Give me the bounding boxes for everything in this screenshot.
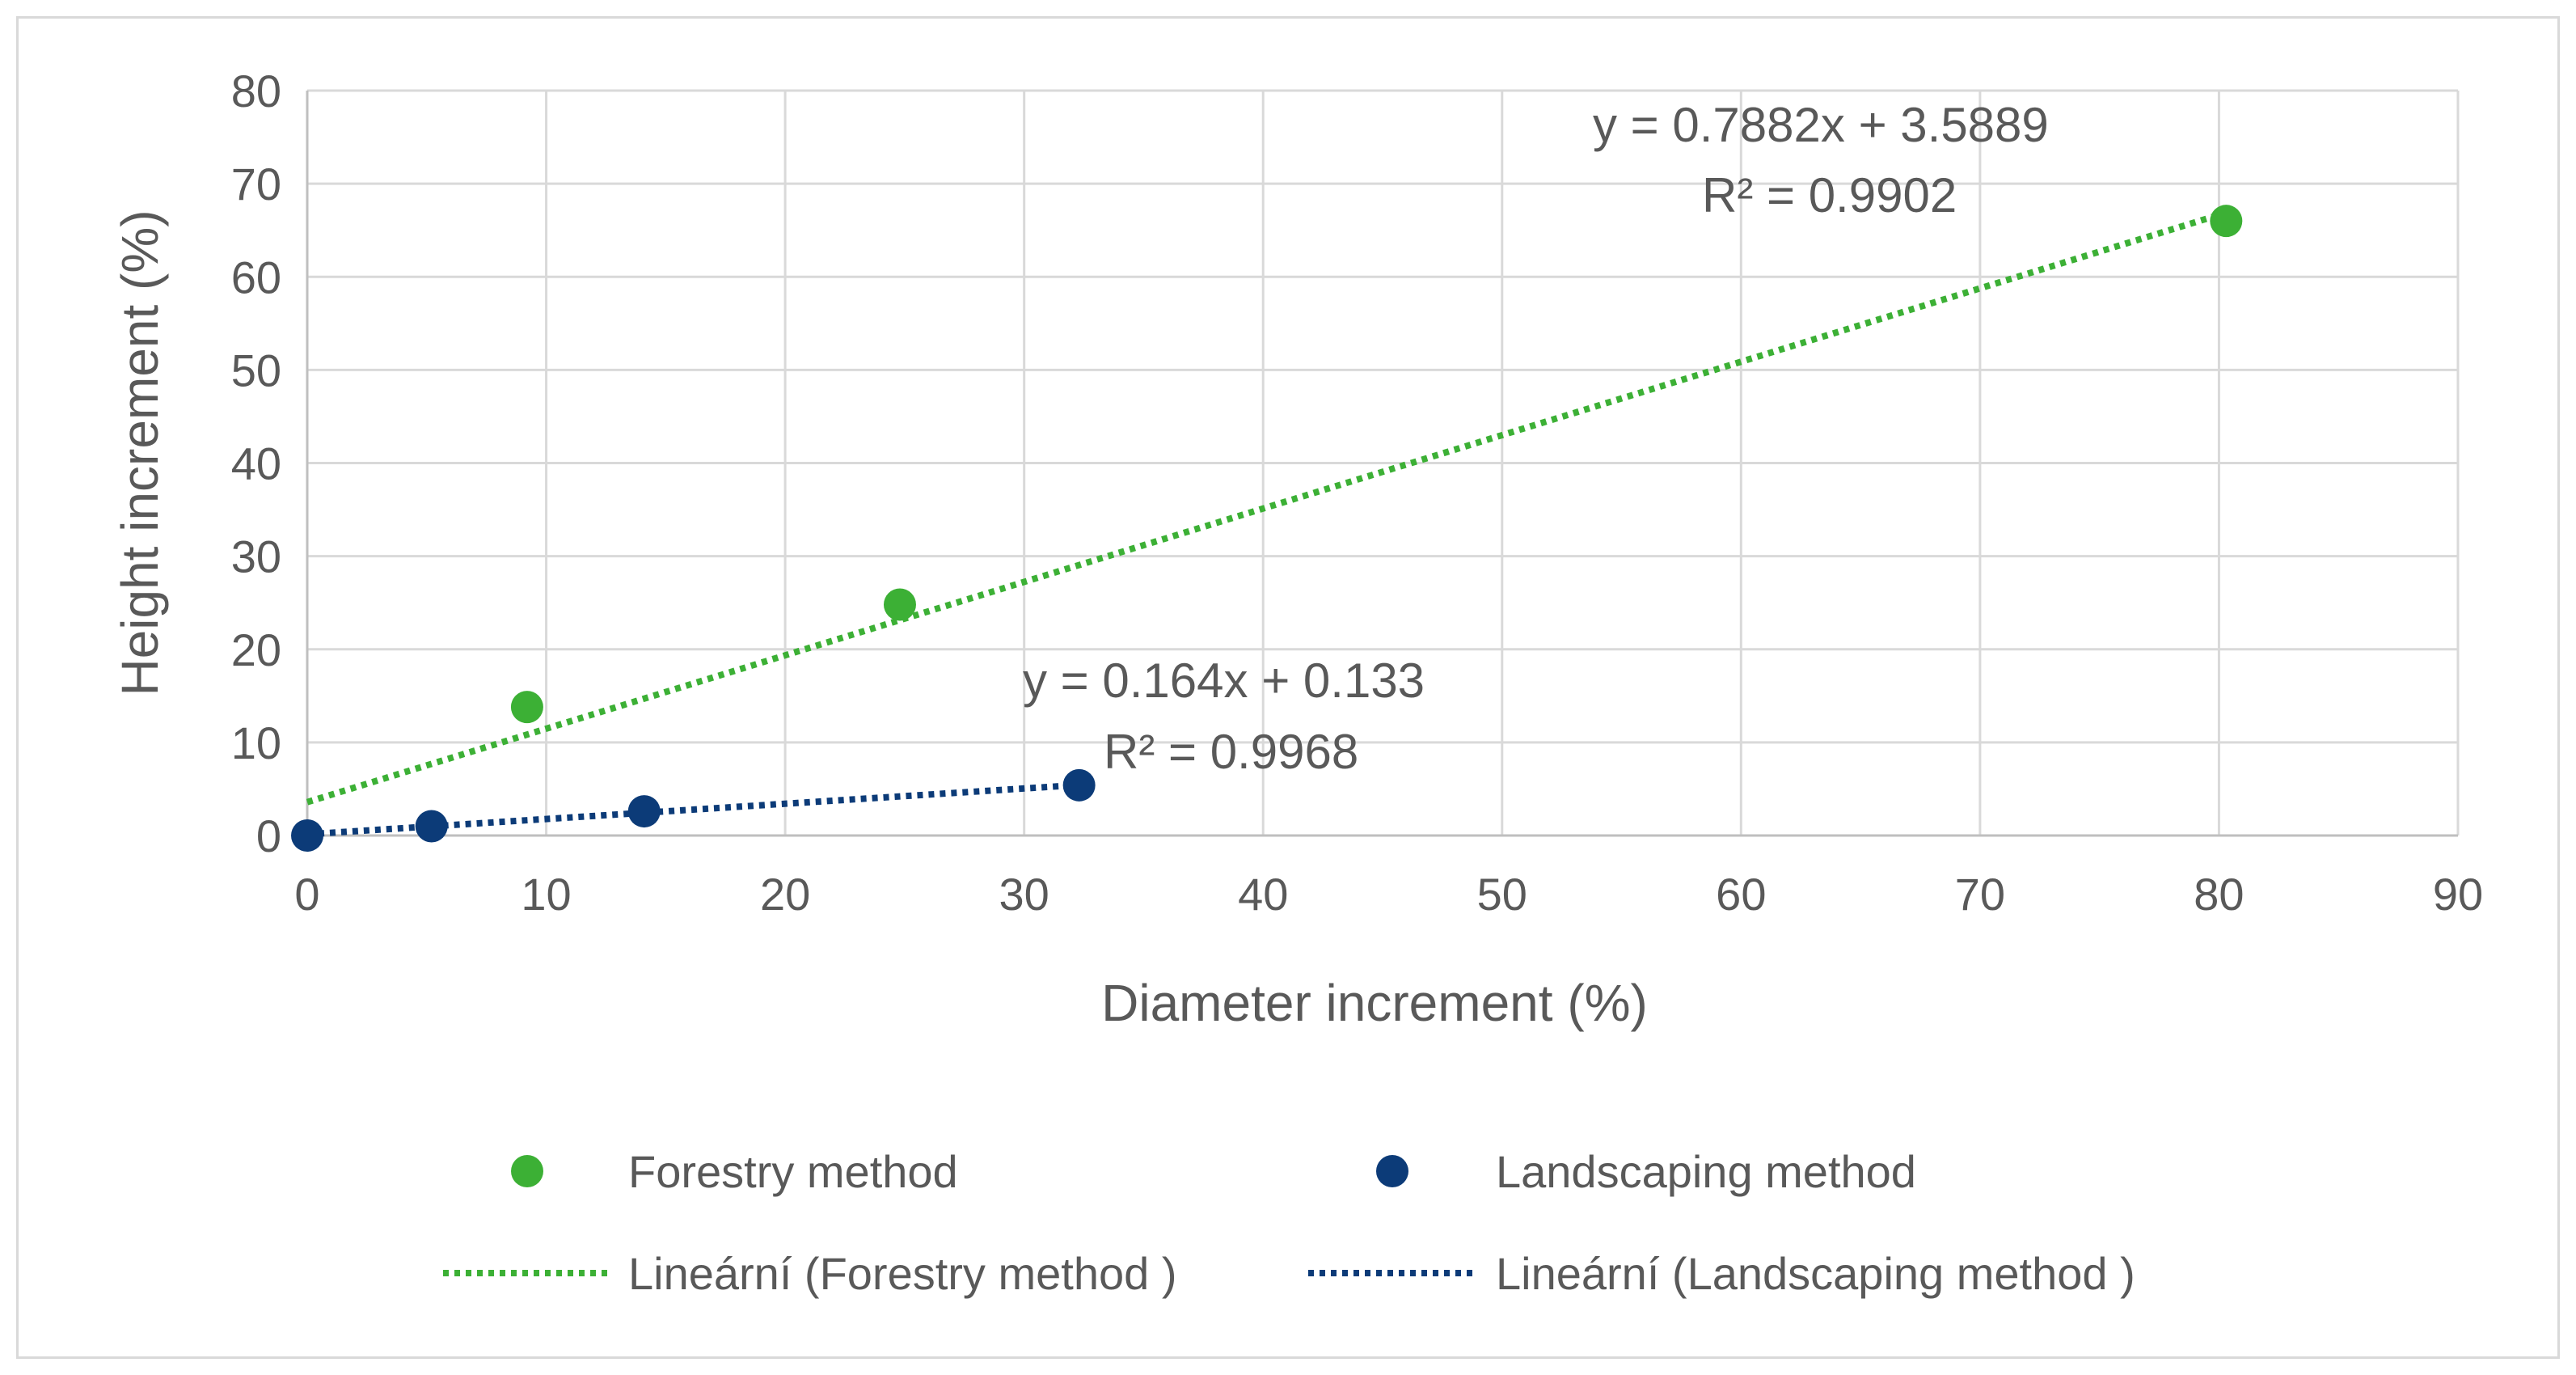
legend-item-forestry: Forestry method bbox=[511, 1146, 958, 1197]
axes bbox=[306, 91, 2458, 837]
x-tick-label: 20 bbox=[760, 869, 810, 920]
legend-item-landscaping-trend: Lineární (Landscaping method ) bbox=[1308, 1248, 2135, 1299]
legend-label-forestry-trend: Lineární (Forestry method ) bbox=[628, 1248, 1176, 1299]
legend: Forestry method Landscaping method Lineá… bbox=[443, 1146, 2135, 1299]
x-tick-label: 90 bbox=[2433, 869, 2483, 920]
x-axis-title: Diameter increment (%) bbox=[1101, 974, 1648, 1032]
x-tick-label: 60 bbox=[1716, 869, 1766, 920]
x-tick-label: 30 bbox=[999, 869, 1049, 920]
forestry-r-squared: R² = 0.9902 bbox=[1702, 168, 1957, 222]
forestry-point bbox=[883, 588, 916, 621]
grid bbox=[307, 89, 2460, 836]
landscaping-point bbox=[291, 819, 323, 852]
landscaping-point bbox=[1062, 768, 1096, 802]
landscaping-r-squared: R² = 0.9968 bbox=[1104, 725, 1358, 779]
forestry-equation: y = 0.7882x + 3.5889 bbox=[1593, 98, 2049, 152]
x-tick-label: 50 bbox=[1477, 869, 1527, 920]
x-tick-label: 10 bbox=[521, 869, 571, 920]
legend-marker-landscaping bbox=[1376, 1155, 1408, 1187]
landscaping-equation: y = 0.164x + 0.133 bbox=[1023, 654, 1425, 708]
y-tick-label: 80 bbox=[231, 66, 281, 116]
legend-label-landscaping: Landscaping method bbox=[1496, 1146, 1916, 1197]
y-tick-label: 30 bbox=[231, 531, 281, 582]
y-tick-label: 40 bbox=[231, 438, 281, 489]
data-points bbox=[291, 205, 2243, 852]
y-tick-label: 20 bbox=[231, 624, 281, 675]
landscaping-point bbox=[415, 810, 448, 843]
trendline-forestry bbox=[306, 209, 2228, 806]
y-tick-label: 10 bbox=[231, 717, 281, 768]
legend-item-landscaping: Landscaping method bbox=[1376, 1146, 1916, 1197]
y-tick-label: 50 bbox=[231, 345, 281, 396]
legend-marker-forestry bbox=[511, 1155, 543, 1187]
legend-label-forestry: Forestry method bbox=[628, 1146, 958, 1197]
x-tick-label: 70 bbox=[1955, 869, 2005, 920]
y-tick-label: 70 bbox=[231, 159, 281, 209]
forestry-point bbox=[2210, 205, 2243, 238]
x-tick-label: 40 bbox=[1238, 869, 1288, 920]
x-tick-label: 0 bbox=[294, 869, 319, 920]
forestry-point bbox=[510, 691, 543, 724]
legend-item-forestry-trend: Lineární (Forestry method ) bbox=[443, 1248, 1176, 1299]
tick-labels: 0 10 20 30 40 50 60 70 80 0 10 20 30 40 50 60 70 80 90 bbox=[231, 66, 2483, 920]
y-tick-label: 60 bbox=[231, 252, 281, 302]
x-tick-label: 80 bbox=[2194, 869, 2244, 920]
y-axis-title: Height increment (%) bbox=[111, 209, 169, 696]
y-tick-label: 0 bbox=[256, 810, 281, 861]
landscaping-point bbox=[627, 795, 661, 828]
legend-label-landscaping-trend: Lineární (Landscaping method ) bbox=[1496, 1248, 2135, 1299]
